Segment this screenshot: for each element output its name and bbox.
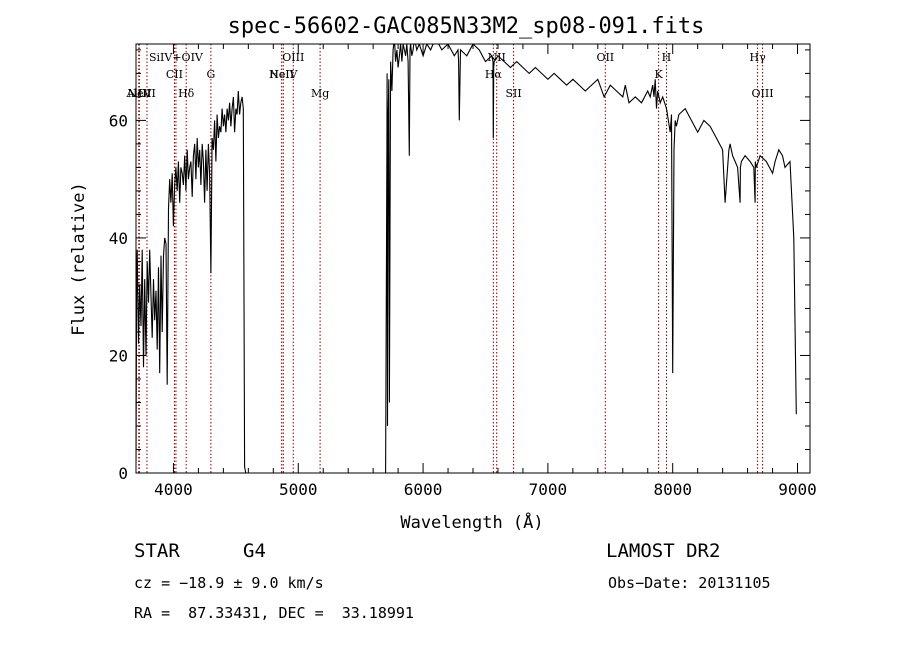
- object-subclass: G4: [243, 540, 266, 562]
- line-marker-label-15: K: [654, 68, 663, 81]
- line-marker-label-18: OIII: [752, 87, 774, 100]
- y-axis-label: Flux (relative): [69, 182, 89, 336]
- y-tick-label: 40: [109, 229, 128, 248]
- spectrum-line: [136, 44, 797, 473]
- y-tick-label: 60: [109, 111, 128, 130]
- line-marker-label-1: NeV: [127, 87, 152, 100]
- line-marker-label-8: NeIV: [269, 68, 298, 81]
- spectrum-series: [136, 44, 797, 473]
- line-marker-label-5: Hδ: [178, 87, 195, 100]
- line-marker-label-10: Mg: [311, 87, 329, 100]
- x-axis-label: Wavelength (Å): [400, 511, 543, 533]
- line-marker-label-9: OIII: [282, 51, 304, 64]
- line-marker-label-2: OII: [138, 87, 156, 100]
- x-tick-label: 7000: [529, 480, 568, 499]
- line-marker-label-3: SiIV+OIV: [149, 51, 204, 64]
- y-tick-label: 20: [109, 346, 128, 365]
- x-tick-label: 9000: [778, 480, 817, 499]
- object-class: STAR: [134, 540, 180, 562]
- x-tick-label: 8000: [653, 480, 692, 499]
- redshift-cz: cz = −18.9 ± 9.0 km/s: [134, 574, 324, 592]
- chart-title: spec-56602-GAC085N33M2_sp08-091.fits: [228, 14, 705, 39]
- line-marker-label-4: CII: [166, 68, 183, 81]
- x-tick-label: 4000: [154, 480, 193, 499]
- obs-date: Obs−Date: 20131105: [608, 574, 771, 592]
- axis-ticks: 4000 5000 6000 7000 8000 9000 0 20 40 60: [109, 44, 817, 499]
- line-marker-label-16: H: [662, 51, 672, 64]
- line-marker-label-17: Hγ: [749, 51, 766, 64]
- y-tick-label: 0: [118, 464, 128, 483]
- line-marker-label-6: G: [206, 68, 215, 81]
- x-tick-label: 5000: [279, 480, 318, 499]
- survey-name: LAMOST DR2: [606, 540, 721, 562]
- line-marker-label-14: OII: [596, 51, 614, 64]
- line-marker-label-0: AlIII: [125, 87, 151, 100]
- line-marker-label-13: SII: [505, 87, 521, 100]
- ra-dec: RA = 87.33431, DEC = 33.18991: [134, 604, 414, 622]
- line-marker-label-7: HeII: [269, 68, 294, 81]
- x-tick-label: 6000: [404, 480, 443, 499]
